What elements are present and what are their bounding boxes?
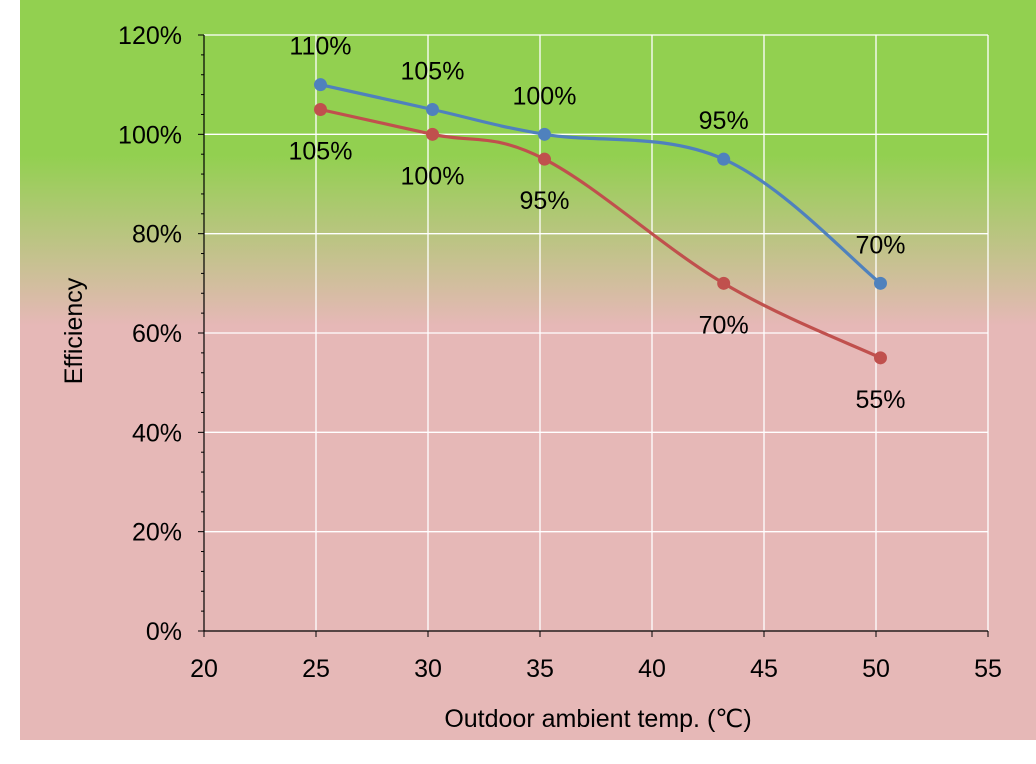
chart-background <box>20 0 1036 740</box>
series-2-data-label: 105% <box>289 138 353 166</box>
series-2-data-label: 95% <box>519 187 569 215</box>
series-1-data-label: 110% <box>289 33 351 61</box>
series-2-line <box>320 107 882 360</box>
y-tick-label: 60% <box>132 320 182 348</box>
x-tick-label: 40 <box>638 655 666 683</box>
series-1-point <box>537 127 551 141</box>
y-tick-label: 100% <box>118 121 182 149</box>
axes: 20 25 30 35 40 45 50 55 0% 20% 40% 60% 80% 100% 120% <box>118 22 1002 683</box>
x-axis-title: Outdoor ambient temp. (℃) <box>444 705 751 733</box>
series <box>313 78 887 365</box>
y-tick-label: 80% <box>132 221 182 249</box>
y-tick-label: 120% <box>118 22 182 50</box>
series-2-data-label: 70% <box>699 311 749 339</box>
series-1-data-label: 70% <box>855 231 905 259</box>
series-1-line <box>320 83 882 285</box>
y-tick-label: 40% <box>132 419 182 447</box>
series-1-point <box>717 152 731 166</box>
series-2-point <box>537 152 551 166</box>
series-1-data-label: 100% <box>513 82 577 110</box>
x-tick-label: 20 <box>190 655 218 683</box>
series-2-point <box>425 127 439 141</box>
x-tick-label: 45 <box>750 655 778 683</box>
series-2-data-label: 55% <box>855 386 905 414</box>
series-2-point <box>313 103 327 116</box>
series-2-point <box>873 351 887 365</box>
series-2-point <box>717 276 731 290</box>
x-tick-label: 50 <box>862 655 890 683</box>
series-2-data-label: 100% <box>401 162 465 190</box>
x-tick-label: 30 <box>414 655 442 683</box>
x-tick-label: 35 <box>526 655 554 683</box>
series-1-point <box>425 103 439 116</box>
series-1-point <box>873 276 887 290</box>
x-tick-label: 25 <box>302 655 330 683</box>
series-1-point <box>313 78 327 92</box>
y-tick-label: 0% <box>146 618 182 646</box>
series-1-data-label: 105% <box>401 58 465 86</box>
y-tick-label: 20% <box>132 519 182 547</box>
data-labels: 110% 105% 100% 95% 70% 105% 100% 95% 70% 55% <box>289 33 906 414</box>
series-1-data-label: 95% <box>699 107 749 135</box>
y-axis-title: Efficiency <box>60 277 88 384</box>
x-tick-label: 55 <box>974 655 1002 683</box>
